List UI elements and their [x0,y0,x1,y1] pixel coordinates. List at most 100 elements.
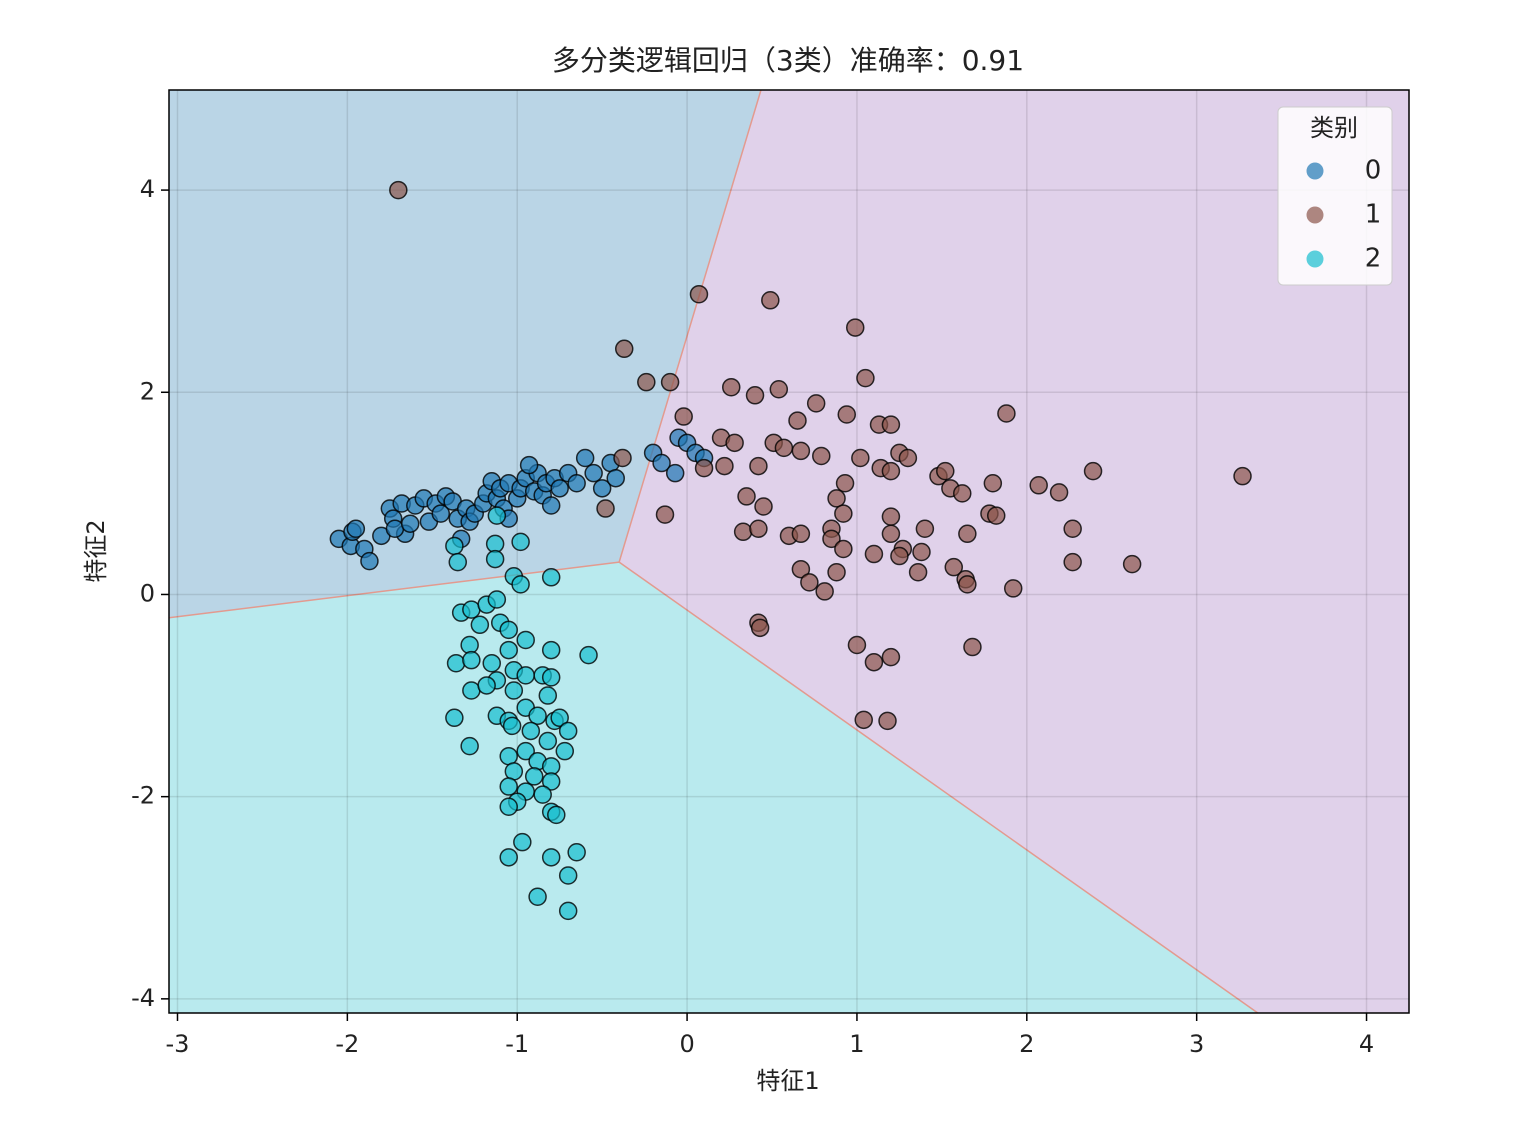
point [1122,554,1142,574]
legend-label: 2 [1365,244,1382,274]
point [854,710,873,730]
point [462,650,481,670]
point [665,463,685,483]
point [528,887,547,906]
point [550,479,569,498]
point [613,448,632,468]
point [721,377,741,397]
y-tick-label: -2 [131,782,155,810]
decision-region [169,562,1258,1013]
point [606,468,625,488]
point [541,772,561,791]
point [912,542,931,562]
x-tick-label: -3 [166,1030,190,1058]
point [504,762,524,781]
point [936,461,955,481]
point [550,708,569,728]
point [958,524,977,544]
point [558,866,578,885]
point [1003,579,1023,598]
point [791,441,811,461]
legend-marker [1306,206,1324,224]
point [881,524,901,544]
point [827,562,846,582]
point [541,668,561,687]
point [499,797,518,817]
point [958,575,977,594]
chart-title: 多分类逻辑回归（3类）准确率：0.91 [552,44,1024,77]
point [538,686,558,705]
point [567,474,586,493]
point [575,448,595,468]
point [487,506,507,525]
point [499,640,518,660]
point [837,405,857,424]
point [791,524,811,544]
point [864,544,884,564]
point [511,575,530,594]
point [513,832,532,852]
point [774,438,794,458]
point [389,180,408,200]
point [504,681,524,700]
point [715,456,734,476]
point [749,519,768,539]
point [745,386,765,405]
point [596,499,615,518]
point [462,600,481,619]
point [499,746,518,766]
point [592,479,612,498]
point [812,446,831,466]
x-tick-label: 3 [1189,1030,1204,1058]
point [462,681,481,700]
point [547,805,566,825]
legend-label: 0 [1365,156,1382,186]
point [1083,461,1103,481]
point [528,706,547,726]
point [834,539,853,559]
point [470,615,490,635]
point [835,474,855,493]
point [541,568,561,587]
point [1049,483,1069,502]
point [908,562,928,582]
point [499,848,518,867]
point [385,519,405,539]
point [881,415,901,434]
point [881,647,901,667]
point [878,711,897,731]
decision-boundary [618,561,1259,1014]
point [800,573,819,592]
point [567,843,586,862]
x-tick-label: 4 [1359,1030,1374,1058]
point [555,741,575,761]
point [614,339,634,359]
point [694,458,714,478]
point [851,448,870,468]
point [898,448,918,468]
point [655,505,675,524]
point [806,394,826,413]
point [519,455,539,475]
x-tick-label: 0 [679,1030,694,1058]
point [834,504,853,523]
point [499,620,518,640]
point [584,463,603,483]
point [864,652,884,672]
point [963,637,982,657]
point [769,379,789,399]
point [733,522,753,542]
point [538,731,558,751]
point [516,741,535,761]
point [445,708,464,728]
point [881,507,901,526]
x-tick-label: -1 [505,1030,529,1058]
point [997,404,1016,423]
point [477,676,496,695]
point [788,411,807,430]
legend-title: 类别 [1310,114,1358,142]
legend-marker [1306,250,1324,268]
x-tick-label: 2 [1019,1030,1034,1058]
